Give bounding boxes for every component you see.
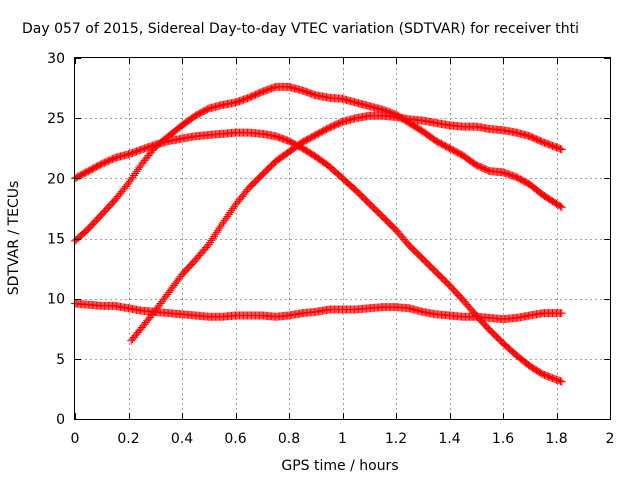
x-tick-label: 1.8	[545, 431, 567, 447]
x-tick-label: 1	[338, 431, 347, 447]
y-tick-label: 30	[47, 51, 65, 67]
data-point	[556, 202, 565, 211]
data-point	[208, 234, 217, 243]
plot-frame	[74, 57, 611, 420]
data-point	[214, 226, 223, 235]
data-point	[557, 309, 566, 318]
x-tick-label: 0.8	[278, 431, 300, 447]
y-tick-label: 15	[47, 232, 65, 248]
data-point	[557, 377, 566, 386]
x-tick-label: 0.6	[224, 431, 246, 447]
x-tick-label: 1.2	[385, 431, 407, 447]
data-series-series-3	[127, 111, 566, 345]
data-point	[557, 145, 566, 154]
data-point	[215, 224, 224, 233]
data-point	[210, 232, 219, 241]
data-point	[204, 240, 213, 249]
y-tick-label: 20	[47, 171, 65, 187]
y-tick-label: 0	[56, 412, 65, 428]
data-series-series-1	[71, 128, 566, 386]
data-point	[207, 236, 216, 245]
x-tick-label: 1.4	[438, 431, 460, 447]
y-tick-label: 10	[47, 292, 65, 308]
data-points	[71, 82, 566, 386]
data-point	[206, 238, 215, 247]
y-tick-label: 5	[56, 352, 65, 368]
x-axis-label: GPS time / hours	[281, 458, 398, 474]
x-tick-label: 2	[606, 431, 615, 447]
x-tick-label: 0	[71, 431, 80, 447]
data-point	[212, 228, 221, 237]
chart-title: Day 057 of 2015, Sidereal Day-to-day VTE…	[22, 21, 579, 37]
data-series-series-2	[71, 82, 566, 245]
data-point	[556, 144, 565, 153]
data-point	[556, 377, 565, 386]
x-tick-label: 1.6	[492, 431, 514, 447]
data-point	[557, 203, 566, 212]
data-series-series-4	[71, 299, 566, 324]
x-tick-label: 0.2	[117, 431, 139, 447]
y-tick-label: 25	[47, 111, 65, 127]
data-point	[211, 230, 220, 239]
y-axis-label: SDTVAR / TECUs	[6, 181, 22, 296]
x-tick-label: 0.4	[171, 431, 193, 447]
